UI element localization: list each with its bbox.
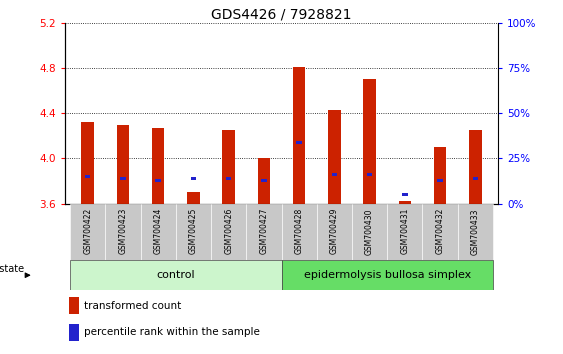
Bar [434, 147, 446, 204]
Text: GSM700422: GSM700422 [83, 208, 92, 254]
Bar [187, 192, 199, 204]
Bar [120, 177, 126, 180]
Text: disease state: disease state [0, 264, 25, 274]
Bar [117, 125, 129, 204]
Bar [296, 141, 302, 144]
Text: GSM700431: GSM700431 [400, 208, 409, 255]
Text: GSM700423: GSM700423 [118, 208, 127, 255]
Text: epidermolysis bullosa simplex: epidermolysis bullosa simplex [303, 270, 471, 280]
Bar [293, 67, 305, 204]
Text: GSM700430: GSM700430 [365, 208, 374, 255]
Bar [105, 204, 141, 260]
Bar [176, 204, 211, 260]
Bar [469, 130, 481, 204]
Bar [70, 260, 282, 290]
Bar [282, 204, 317, 260]
Text: GSM700424: GSM700424 [154, 208, 163, 255]
Bar [458, 204, 493, 260]
Bar [364, 79, 376, 204]
Bar [69, 297, 79, 314]
Bar [226, 177, 231, 180]
Bar [402, 193, 408, 196]
Text: transformed count: transformed count [84, 301, 181, 310]
Bar [387, 204, 422, 260]
Bar [437, 178, 443, 182]
Bar [70, 204, 105, 260]
Bar [261, 178, 267, 182]
Bar [246, 204, 282, 260]
Bar [258, 159, 270, 204]
Title: GDS4426 / 7928821: GDS4426 / 7928821 [211, 8, 352, 22]
Text: GSM700426: GSM700426 [224, 208, 233, 255]
Bar [328, 110, 341, 204]
Bar [211, 204, 246, 260]
Bar [155, 178, 161, 182]
Bar [69, 324, 79, 341]
Bar [332, 173, 337, 176]
Bar [399, 201, 411, 204]
Bar [367, 173, 372, 176]
Bar [222, 130, 235, 204]
Bar [82, 122, 94, 204]
Text: GSM700429: GSM700429 [330, 208, 339, 255]
Text: GSM700425: GSM700425 [189, 208, 198, 255]
Text: GSM700432: GSM700432 [436, 208, 445, 255]
Bar [141, 204, 176, 260]
Text: control: control [157, 270, 195, 280]
Bar [352, 204, 387, 260]
Text: GSM700427: GSM700427 [260, 208, 269, 255]
Bar [472, 177, 478, 180]
Bar [191, 177, 196, 180]
Bar [282, 260, 493, 290]
Bar [152, 128, 164, 204]
Text: percentile rank within the sample: percentile rank within the sample [84, 327, 260, 337]
Bar [422, 204, 458, 260]
Text: GSM700428: GSM700428 [294, 208, 303, 254]
Bar [317, 204, 352, 260]
Bar [85, 175, 91, 178]
Text: GSM700433: GSM700433 [471, 208, 480, 255]
